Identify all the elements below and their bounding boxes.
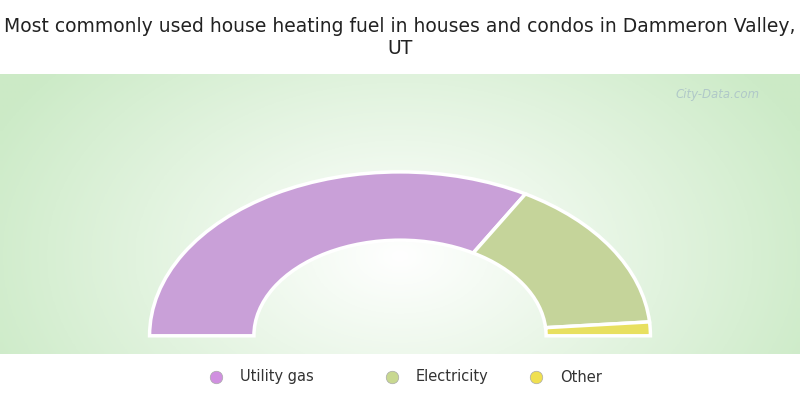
Text: Utility gas: Utility gas — [240, 370, 314, 384]
Wedge shape — [473, 194, 650, 328]
Text: Electricity: Electricity — [416, 370, 489, 384]
Text: City-Data.com: City-Data.com — [676, 88, 760, 101]
Text: Most commonly used house heating fuel in houses and condos in Dammeron Valley,
U: Most commonly used house heating fuel in… — [4, 16, 796, 58]
Text: Other: Other — [560, 370, 602, 384]
Wedge shape — [546, 322, 650, 336]
Wedge shape — [150, 172, 526, 336]
